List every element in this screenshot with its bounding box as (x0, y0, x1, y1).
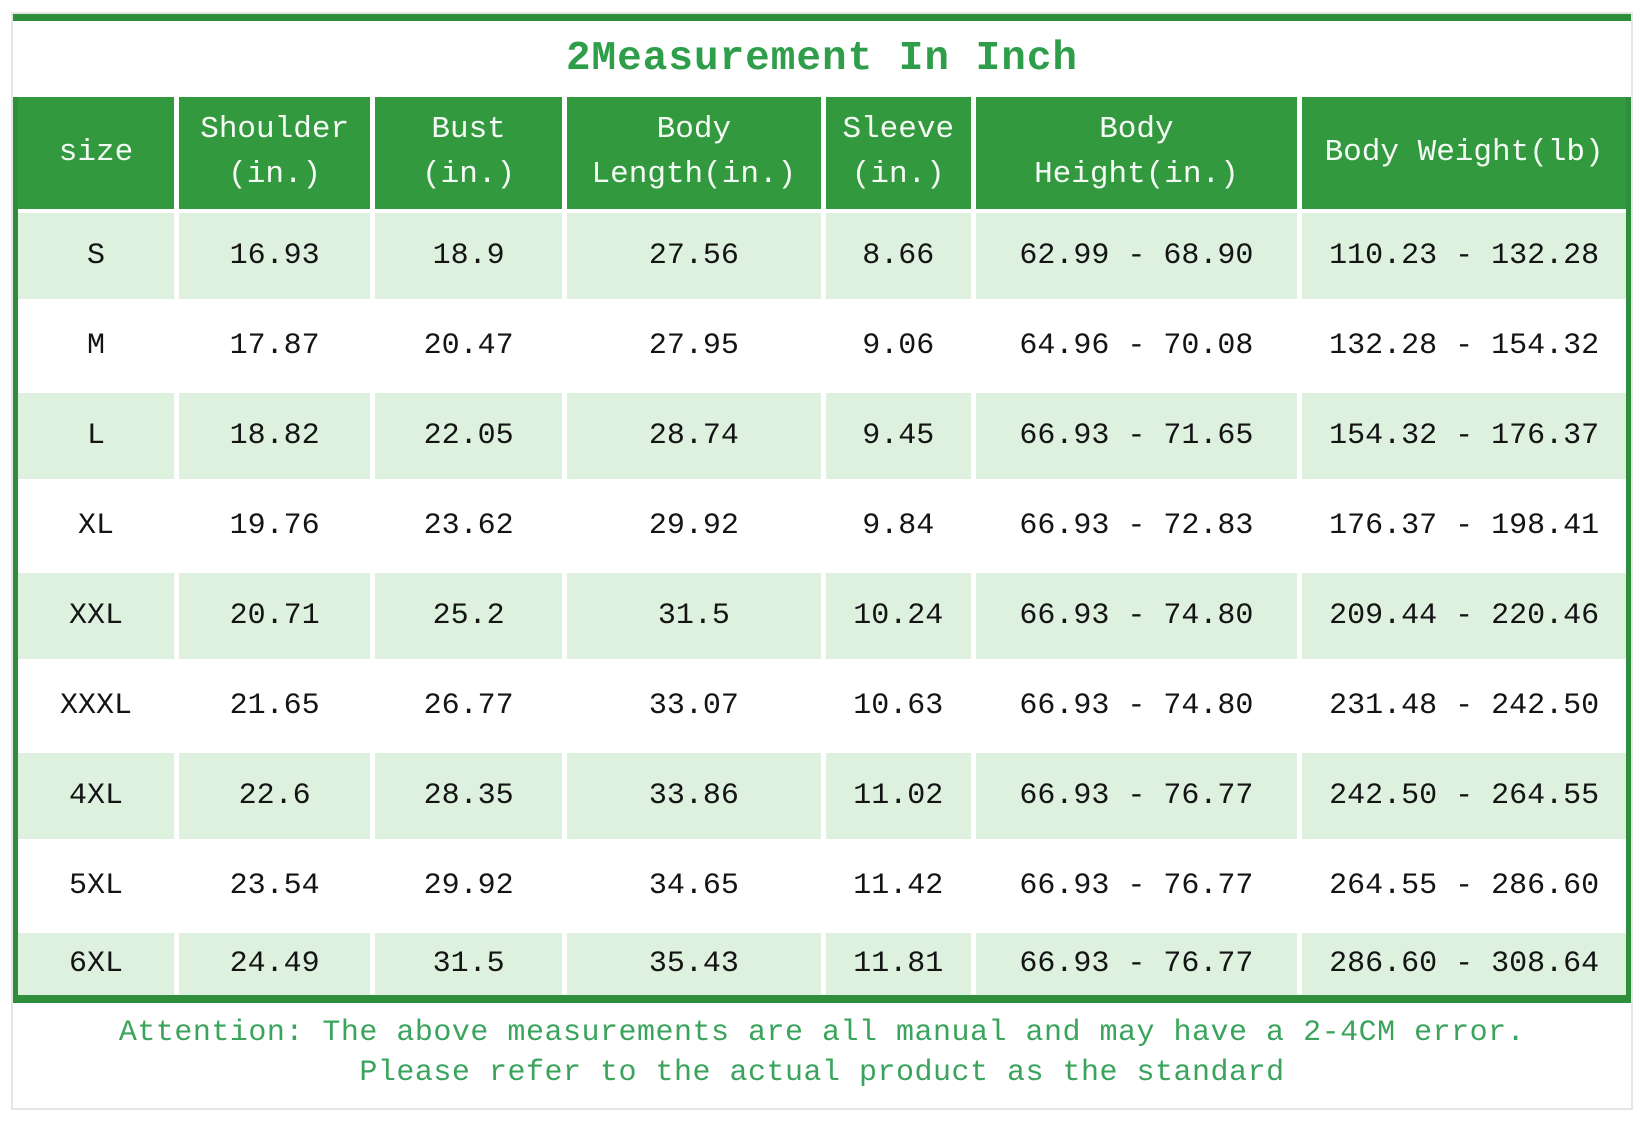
table-cell: 29.92 (375, 843, 562, 929)
table-cell: 19.76 (178, 483, 371, 569)
bottom-green-divider (13, 995, 1631, 1003)
table-cell: 11.81 (825, 933, 971, 995)
table-cell: 23.62 (375, 483, 562, 569)
table-cell: 22.6 (178, 753, 371, 839)
size-cell: 5XL (18, 843, 174, 929)
table-cell: 10.63 (825, 663, 971, 749)
title-area: 2Measurement In Inch (13, 21, 1631, 97)
table-cell: 66.93 - 76.77 (975, 843, 1298, 929)
top-green-divider (13, 14, 1631, 21)
table-cell: 29.92 (566, 483, 821, 569)
table-cell: 66.93 - 72.83 (975, 483, 1298, 569)
header-cell-bust: Bust (in.) (375, 97, 562, 209)
table-cell: 31.5 (566, 573, 821, 659)
table-cell: 66.93 - 74.80 (975, 663, 1298, 749)
header-cell-body-height: Body Height(in.) (975, 97, 1298, 209)
table-cell: 10.24 (825, 573, 971, 659)
table-cell: 34.65 (566, 843, 821, 929)
size-cell: XL (18, 483, 174, 569)
table-cell: 18.9 (375, 213, 562, 299)
size-cell: L (18, 393, 174, 479)
table-cell: 286.60 - 308.64 (1302, 933, 1626, 995)
table-cell: 18.82 (178, 393, 371, 479)
table-cell: 132.28 - 154.32 (1302, 303, 1626, 389)
table-cell: 20.71 (178, 573, 371, 659)
table-cell: 21.65 (178, 663, 371, 749)
table-cell: 62.99 - 68.90 (975, 213, 1298, 299)
table-cell: 9.84 (825, 483, 971, 569)
size-cell: XXXL (18, 663, 174, 749)
attention-note: Attention: The above measurements are al… (13, 1003, 1631, 1108)
table-cell: 25.2 (375, 573, 562, 659)
table-cell: 24.49 (178, 933, 371, 995)
attention-note-line1: Attention: The above measurements are al… (118, 1015, 1526, 1050)
table-cell: 27.56 (566, 213, 821, 299)
header-cell-sleeve: Sleeve (in.) (825, 97, 971, 209)
table-cell: 20.47 (375, 303, 562, 389)
table-cell: 28.35 (375, 753, 562, 839)
size-cell: S (18, 213, 174, 299)
table-cell: 66.93 - 76.77 (975, 753, 1298, 839)
table-cell: 35.43 (566, 933, 821, 995)
header-cell-size: size (18, 97, 174, 209)
table-cell: 27.95 (566, 303, 821, 389)
table-cell: 9.06 (825, 303, 971, 389)
table-cell: 31.5 (375, 933, 562, 995)
header-cell-shoulder: Shoulder (in.) (178, 97, 371, 209)
table-cell: 66.93 - 71.65 (975, 393, 1298, 479)
table-cell: 11.02 (825, 753, 971, 839)
table-cell: 9.45 (825, 393, 971, 479)
table-cell: 242.50 - 264.55 (1302, 753, 1626, 839)
attention-note-line2: Please refer to the actual product as th… (359, 1055, 1285, 1090)
table-cell: 64.96 - 70.08 (975, 303, 1298, 389)
size-measurement-table: size Shoulder (in.) Bust (in.) Body Leng… (13, 97, 1631, 995)
table-cell: 16.93 (178, 213, 371, 299)
table-cell: 28.74 (566, 393, 821, 479)
table-cell: 11.42 (825, 843, 971, 929)
size-cell: 6XL (18, 933, 174, 995)
table-cell: 33.07 (566, 663, 821, 749)
table-cell: 33.86 (566, 753, 821, 839)
table-cell: 176.37 - 198.41 (1302, 483, 1626, 569)
table-cell: 23.54 (178, 843, 371, 929)
table-cell: 66.93 - 74.80 (975, 573, 1298, 659)
table-cell: 110.23 - 132.28 (1302, 213, 1626, 299)
page-title: 2Measurement In Inch (565, 36, 1079, 82)
table-cell: 209.44 - 220.46 (1302, 573, 1626, 659)
size-cell: XXL (18, 573, 174, 659)
table-cell: 22.05 (375, 393, 562, 479)
table-cell: 26.77 (375, 663, 562, 749)
size-cell: 4XL (18, 753, 174, 839)
table-cell: 8.66 (825, 213, 971, 299)
table-cell: 154.32 - 176.37 (1302, 393, 1626, 479)
table-cell: 264.55 - 286.60 (1302, 843, 1626, 929)
header-cell-body-length: Body Length(in.) (566, 97, 821, 209)
table-cell: 17.87 (178, 303, 371, 389)
table-cell: 66.93 - 76.77 (975, 933, 1298, 995)
table-cell: 231.48 - 242.50 (1302, 663, 1626, 749)
size-chart-panel: 2Measurement In Inch size Shoulder (in.)… (11, 12, 1633, 1110)
size-cell: M (18, 303, 174, 389)
header-cell-body-weight: Body Weight(lb) (1302, 97, 1626, 209)
